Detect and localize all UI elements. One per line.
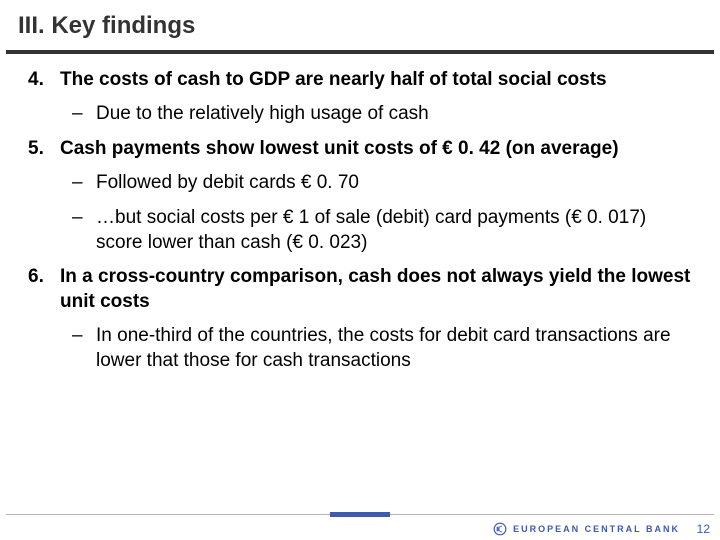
finding-head: 4. The costs of cash to GDP are nearly h… xyxy=(28,68,692,92)
finding-sublist: – Followed by debit cards € 0. 70 – …but… xyxy=(28,171,692,255)
finding-text: The costs of cash to GDP are nearly half… xyxy=(60,68,607,92)
title-underline xyxy=(6,50,714,54)
finding-head: 5. Cash payments show lowest unit costs … xyxy=(28,137,692,161)
subitem-text: Due to the relatively high usage of cash xyxy=(96,102,429,127)
finding-subitem: – In one-third of the countries, the cos… xyxy=(72,324,692,373)
finding-sublist: – Due to the relatively high usage of ca… xyxy=(28,102,692,127)
dash-icon: – xyxy=(72,171,86,196)
subitem-text: …but social costs per € 1 of sale (debit… xyxy=(96,206,692,255)
finding-text: Cash payments show lowest unit costs of … xyxy=(60,137,619,161)
finding-subitem: – Due to the relatively high usage of ca… xyxy=(72,102,692,127)
dash-icon: – xyxy=(72,206,86,231)
page-number: 12 xyxy=(697,522,710,536)
subitem-text: In one-third of the countries, the costs… xyxy=(96,324,692,373)
euro-icon xyxy=(493,522,507,536)
finding-subitem: – Followed by debit cards € 0. 70 xyxy=(72,171,692,196)
finding-text: In a cross-country comparison, cash does… xyxy=(60,265,692,314)
finding-head: 6. In a cross-country comparison, cash d… xyxy=(28,265,692,314)
content-area: 4. The costs of cash to GDP are nearly h… xyxy=(0,54,720,540)
dash-icon: – xyxy=(72,324,86,349)
dash-icon: – xyxy=(72,102,86,127)
slide-title: III. Key findings xyxy=(0,0,720,50)
finding-number: 4. xyxy=(28,68,50,92)
finding-item-4: 4. The costs of cash to GDP are nearly h… xyxy=(28,68,692,127)
finding-sublist: – In one-third of the countries, the cos… xyxy=(28,324,692,373)
finding-item-6: 6. In a cross-country comparison, cash d… xyxy=(28,265,692,373)
subitem-text: Followed by debit cards € 0. 70 xyxy=(96,171,359,196)
slide-footer: EUROPEAN CENTRAL BANK 12 xyxy=(0,514,720,540)
title-block: III. Key findings xyxy=(0,0,720,54)
slide: III. Key findings 4. The costs of cash t… xyxy=(0,0,720,540)
finding-item-5: 5. Cash payments show lowest unit costs … xyxy=(28,137,692,255)
finding-subitem: – …but social costs per € 1 of sale (deb… xyxy=(72,206,692,255)
ecb-brand: EUROPEAN CENTRAL BANK xyxy=(493,522,680,536)
footer-accent-bar xyxy=(330,512,390,517)
findings-list: 4. The costs of cash to GDP are nearly h… xyxy=(28,68,692,373)
finding-number: 5. xyxy=(28,137,50,161)
ecb-brand-text: EUROPEAN CENTRAL BANK xyxy=(513,524,680,534)
finding-number: 6. xyxy=(28,265,50,289)
